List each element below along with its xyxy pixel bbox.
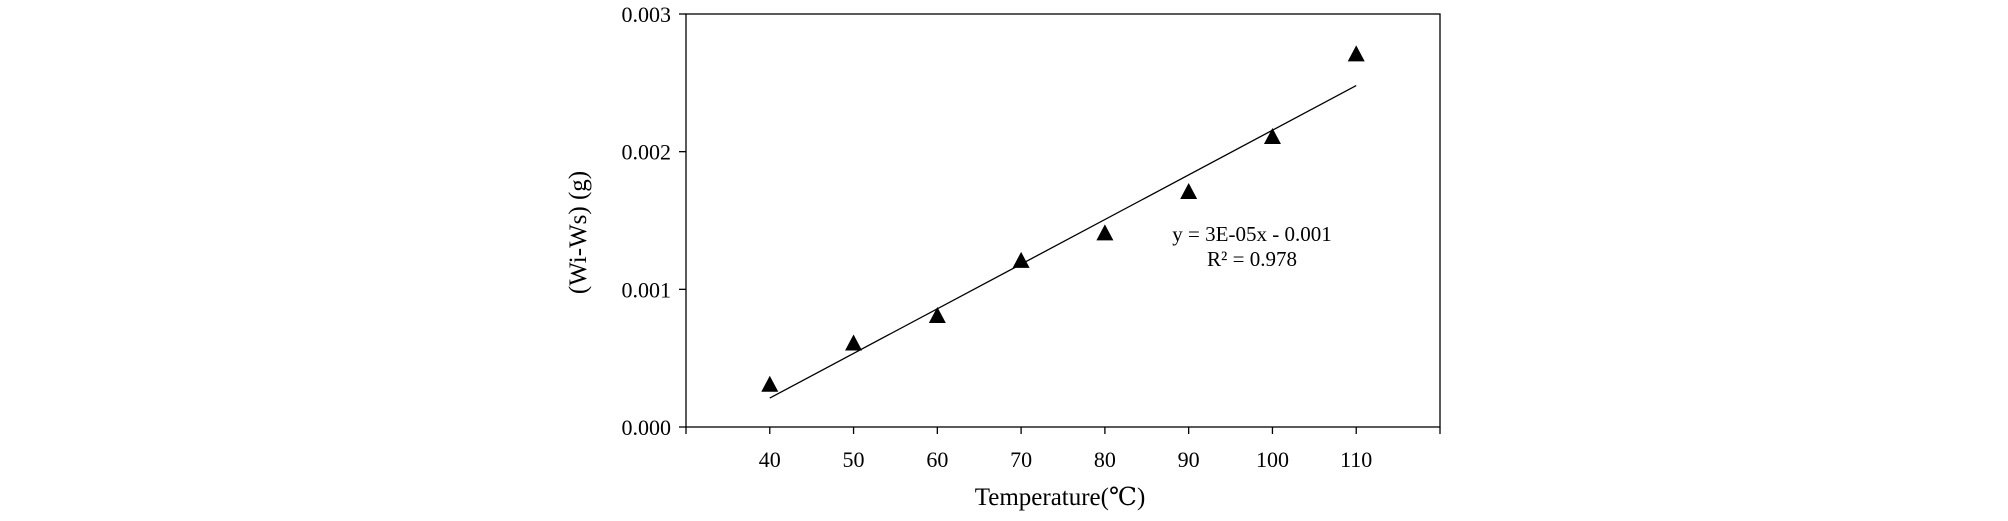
- x-tick-label: 40: [759, 447, 781, 472]
- data-point-triangle: [761, 375, 779, 392]
- x-axis-ticks: 40 50 60 70 80 90 100 110: [685, 427, 1441, 472]
- y-tick-label: 0.002: [622, 140, 672, 165]
- x-tick-label: 90: [1178, 447, 1200, 472]
- data-point-triangle: [1012, 251, 1030, 268]
- data-point-triangle: [1263, 127, 1281, 144]
- y-tick-label: 0.001: [622, 277, 672, 302]
- data-point-triangle: [1096, 224, 1114, 241]
- data-point-triangle: [928, 306, 946, 323]
- y-axis-title: (Wi-Ws) (g): [565, 171, 592, 294]
- x-tick-label: 60: [926, 447, 948, 472]
- x-tick-label: 50: [843, 447, 865, 472]
- equation-annotation: y = 3E-05x - 0.001: [1172, 222, 1331, 246]
- y-tick-label: 0.003: [622, 2, 672, 27]
- x-axis-title: Temperature(℃): [975, 484, 1146, 511]
- x-tick-label: 70: [1010, 447, 1032, 472]
- data-point-triangle: [1347, 45, 1365, 62]
- data-point-triangle: [845, 334, 863, 351]
- x-tick-label: 110: [1340, 447, 1372, 472]
- y-tick-label: 0.000: [622, 415, 672, 440]
- data-points: [761, 45, 1365, 392]
- trendline: [769, 85, 1357, 399]
- plot-area-frame: [685, 13, 1441, 428]
- data-point-triangle: [1180, 183, 1198, 200]
- x-tick-label: 100: [1256, 447, 1289, 472]
- x-tick-label: 80: [1094, 447, 1116, 472]
- y-axis-ticks: 0.000 0.001 0.002 0.003: [622, 2, 686, 440]
- r-squared-annotation: R² = 0.978: [1207, 247, 1297, 271]
